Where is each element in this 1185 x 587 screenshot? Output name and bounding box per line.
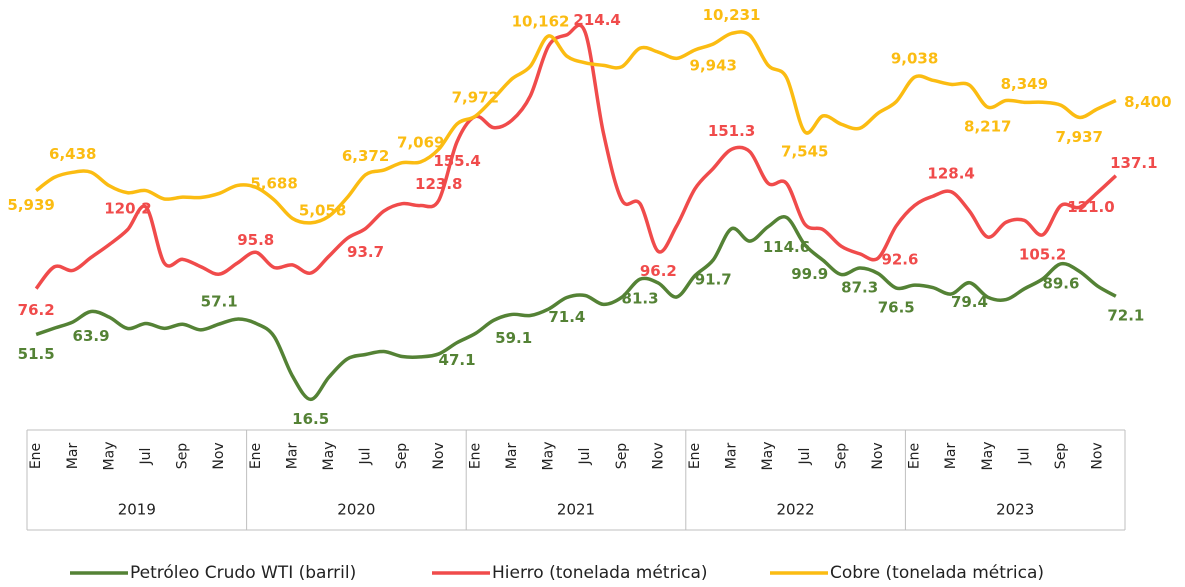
data-label: 7,972 xyxy=(452,89,499,107)
x-tick-label: Ene xyxy=(467,443,483,469)
data-label: 114.6 xyxy=(763,238,810,256)
x-tick-label: Nov xyxy=(431,442,447,469)
data-label: 7,937 xyxy=(1056,128,1103,146)
data-label: 137.1 xyxy=(1110,154,1157,172)
x-tick-label: Jul xyxy=(138,448,154,466)
data-label: 123.8 xyxy=(415,175,462,193)
x-tick-label: May xyxy=(980,442,996,471)
data-label: 99.9 xyxy=(791,265,828,283)
data-label: 214.4 xyxy=(573,11,620,29)
data-label: 6,438 xyxy=(49,145,96,163)
data-label: 79.4 xyxy=(951,293,988,311)
series-line xyxy=(34,23,1118,290)
x-tick-label: Jul xyxy=(797,448,813,466)
data-label: 76.5 xyxy=(878,299,915,317)
legend-label: Cobre (tonelada métrica) xyxy=(830,563,1044,583)
x-tick-label: May xyxy=(760,442,776,471)
x-tick-label: Mar xyxy=(504,443,520,470)
data-label: 16.5 xyxy=(292,410,329,428)
x-tick-label: Sep xyxy=(1053,443,1069,470)
data-label: 8,349 xyxy=(1001,75,1048,93)
data-label: 6,372 xyxy=(342,147,389,165)
series-line xyxy=(35,30,1117,225)
data-label: 10,231 xyxy=(703,6,761,24)
data-label: 9,038 xyxy=(891,50,938,68)
data-label: 5,688 xyxy=(250,174,297,192)
data-label: 72.1 xyxy=(1107,307,1144,325)
data-label: 81.3 xyxy=(622,290,659,308)
data-label: 51.5 xyxy=(18,345,55,363)
data-label: 8,400 xyxy=(1124,93,1171,111)
data-label: 76.2 xyxy=(18,301,55,319)
data-label: 92.6 xyxy=(881,251,918,269)
data-label: 7,069 xyxy=(397,134,444,152)
year-label: 2020 xyxy=(337,501,375,519)
year-label: 2021 xyxy=(557,501,595,519)
data-label: 96.2 xyxy=(640,262,677,280)
x-tick-label: Nov xyxy=(1090,442,1106,469)
data-label: 151.3 xyxy=(708,122,755,140)
year-label: 2022 xyxy=(777,501,815,519)
x-axis xyxy=(27,429,1125,531)
data-label: 9,943 xyxy=(690,56,737,74)
data-label: 93.7 xyxy=(347,243,384,261)
x-tick-label: Jul xyxy=(1016,448,1032,466)
data-label: 121.0 xyxy=(1067,198,1114,216)
x-tick-label: Mar xyxy=(943,443,959,470)
year-label: 2023 xyxy=(996,501,1034,519)
x-tick-label: Ene xyxy=(687,443,703,469)
x-tick-label: Mar xyxy=(65,443,81,470)
x-tick-label: Ene xyxy=(248,443,264,469)
x-tick-label: Nov xyxy=(211,442,227,469)
x-tick-label: Jul xyxy=(577,448,593,466)
data-label: 5,058 xyxy=(299,201,346,219)
x-tick-label: Ene xyxy=(907,443,923,469)
data-label: 7,545 xyxy=(781,142,828,160)
data-label: 105.2 xyxy=(1019,245,1066,263)
data-label: 89.6 xyxy=(1042,274,1079,292)
legend-label: Petróleo Crudo WTI (barril) xyxy=(130,563,356,583)
data-label: 155.4 xyxy=(433,152,480,170)
data-label: 59.1 xyxy=(495,329,532,347)
x-tick-label: Sep xyxy=(394,443,410,470)
data-label: 120.2 xyxy=(104,200,151,218)
x-tick-label: Nov xyxy=(870,442,886,469)
x-tick-label: May xyxy=(541,442,557,471)
data-label: 63.9 xyxy=(73,327,110,345)
data-label: 128.4 xyxy=(927,164,974,182)
data-label: 8,217 xyxy=(964,118,1011,136)
data-label: 91.7 xyxy=(695,270,732,288)
data-label: 57.1 xyxy=(201,293,238,311)
data-label: 10,162 xyxy=(512,12,570,30)
x-tick-label: Mar xyxy=(284,443,300,470)
x-tick-label: Ene xyxy=(28,443,44,469)
x-tick-label: May xyxy=(101,442,117,471)
x-tick-label: Jul xyxy=(358,448,374,466)
x-tick-label: Sep xyxy=(614,443,630,470)
data-label: 71.4 xyxy=(548,308,585,326)
x-tick-label: May xyxy=(321,442,337,471)
x-tick-label: Nov xyxy=(650,442,666,469)
data-label: 47.1 xyxy=(439,351,476,369)
x-tick-label: Sep xyxy=(175,443,191,470)
data-label: 95.8 xyxy=(237,231,274,249)
year-label: 2019 xyxy=(118,501,156,519)
x-tick-label: Sep xyxy=(833,443,849,470)
x-tick-label: Mar xyxy=(724,443,740,470)
series-line xyxy=(35,215,1117,402)
data-label: 87.3 xyxy=(841,279,878,297)
data-label: 5,939 xyxy=(7,196,54,214)
legend-label: Hierro (tonelada métrica) xyxy=(492,563,708,583)
